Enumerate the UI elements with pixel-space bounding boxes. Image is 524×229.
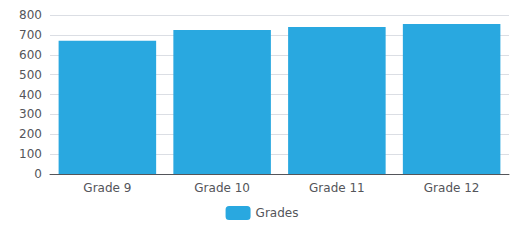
svg-text:200: 200 [19,127,42,141]
svg-text:400: 400 [19,88,42,102]
svg-text:500: 500 [19,68,42,82]
svg-text:Grade 9: Grade 9 [83,181,131,195]
svg-text:Grades: Grades [256,206,299,220]
svg-text:Grade 10: Grade 10 [194,181,250,195]
svg-text:Grade 11: Grade 11 [309,181,365,195]
svg-text:0: 0 [34,167,42,181]
svg-text:600: 600 [19,48,42,62]
svg-text:100: 100 [19,147,42,161]
svg-text:300: 300 [19,107,42,121]
svg-text:700: 700 [19,28,42,42]
svg-text:Grade 12: Grade 12 [424,181,480,195]
svg-text:800: 800 [19,8,42,22]
